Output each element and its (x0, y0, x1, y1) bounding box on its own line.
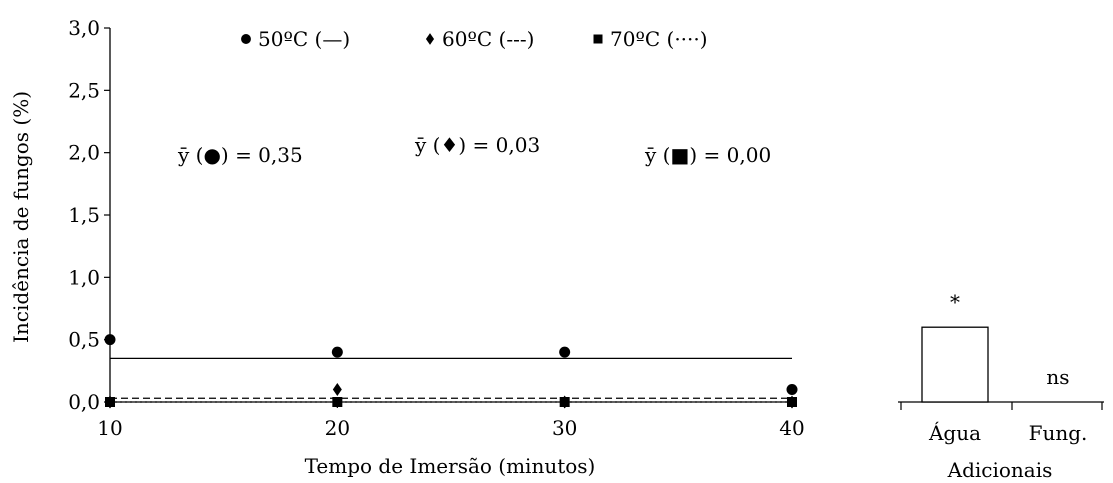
x-tick-label: 10 (97, 416, 122, 440)
legend-label-2: 70ºC (····) (610, 27, 708, 51)
legend-item-1: 60ºC (---) (425, 27, 534, 51)
x-tick-label: 30 (552, 416, 577, 440)
x-tick-label: 20 (325, 416, 350, 440)
y-tick-label: 2,0 (68, 141, 100, 165)
mean-lines (110, 357, 792, 403)
side-x-axis-label: Adicionais (947, 458, 1053, 482)
bar-annotation-0: * (950, 290, 960, 314)
y-tick-label: 2,5 (68, 78, 100, 102)
data-point-series-1-x-20 (332, 383, 342, 397)
bar-0 (921, 326, 989, 403)
data-point-series-0-x-10 (104, 334, 116, 346)
mean-labels: ȳ (●) = 0,35 ȳ (♦) = 0,03 ȳ (■) = 0,00 (177, 133, 771, 167)
mean-label-0: ȳ (●) = 0,35 (177, 143, 303, 167)
mean-label-1: ȳ (♦) = 0,03 (414, 133, 540, 157)
legend-label-1: 60ºC (---) (442, 27, 534, 51)
additional-treatments-axes (898, 401, 1104, 410)
y-tick-label: 1,0 (68, 265, 100, 289)
legend-marker-0 (241, 34, 251, 44)
y-tick-label: 0,0 (68, 390, 100, 414)
legend-marker-2 (593, 34, 603, 44)
y-tick-label: 0,5 (68, 328, 100, 352)
mean-label-2: ȳ (■) = 0,00 (644, 143, 771, 167)
legend-item-2: 70ºC (····) (593, 27, 708, 51)
data-point-series-2-x-20 (332, 397, 343, 407)
data-point-series-2-x-30 (559, 397, 570, 407)
data-point-series-2-x-10 (105, 397, 115, 407)
data-point-series-2-x-40 (787, 397, 797, 407)
data-point-series-0-x-30 (559, 346, 571, 358)
data-point-series-0-x-40 (786, 384, 798, 396)
y-tick-label: 3,0 (68, 16, 100, 40)
legend-label-0: 50ºC (—) (258, 27, 350, 51)
legend-item-0: 50ºC (—) (241, 27, 350, 51)
x-tick-label: 40 (779, 416, 804, 440)
data-points (104, 334, 798, 409)
y-axis-label: Incidência de fungos (%) (9, 91, 33, 343)
side-category-label-0: Água (928, 421, 981, 445)
legend: 50ºC (—) 60ºC (---) 70ºC (····) (241, 27, 708, 51)
y-tick-label: 1,5 (68, 203, 100, 227)
x-axis-label: Tempo de Imersão (minutos) (305, 454, 596, 478)
legend-marker-1 (425, 33, 435, 45)
bar-annotation-1: ns (1046, 365, 1069, 389)
side-category-label-1: Fung. (1029, 421, 1088, 445)
main-axes: 0,0 0,5 1,0 1,5 2,0 2,5 3,0 10 20 30 40 (68, 16, 805, 440)
additional-treatments-bars: Água * Fung. ns (921, 290, 1088, 445)
data-point-series-0-x-20 (331, 346, 343, 358)
